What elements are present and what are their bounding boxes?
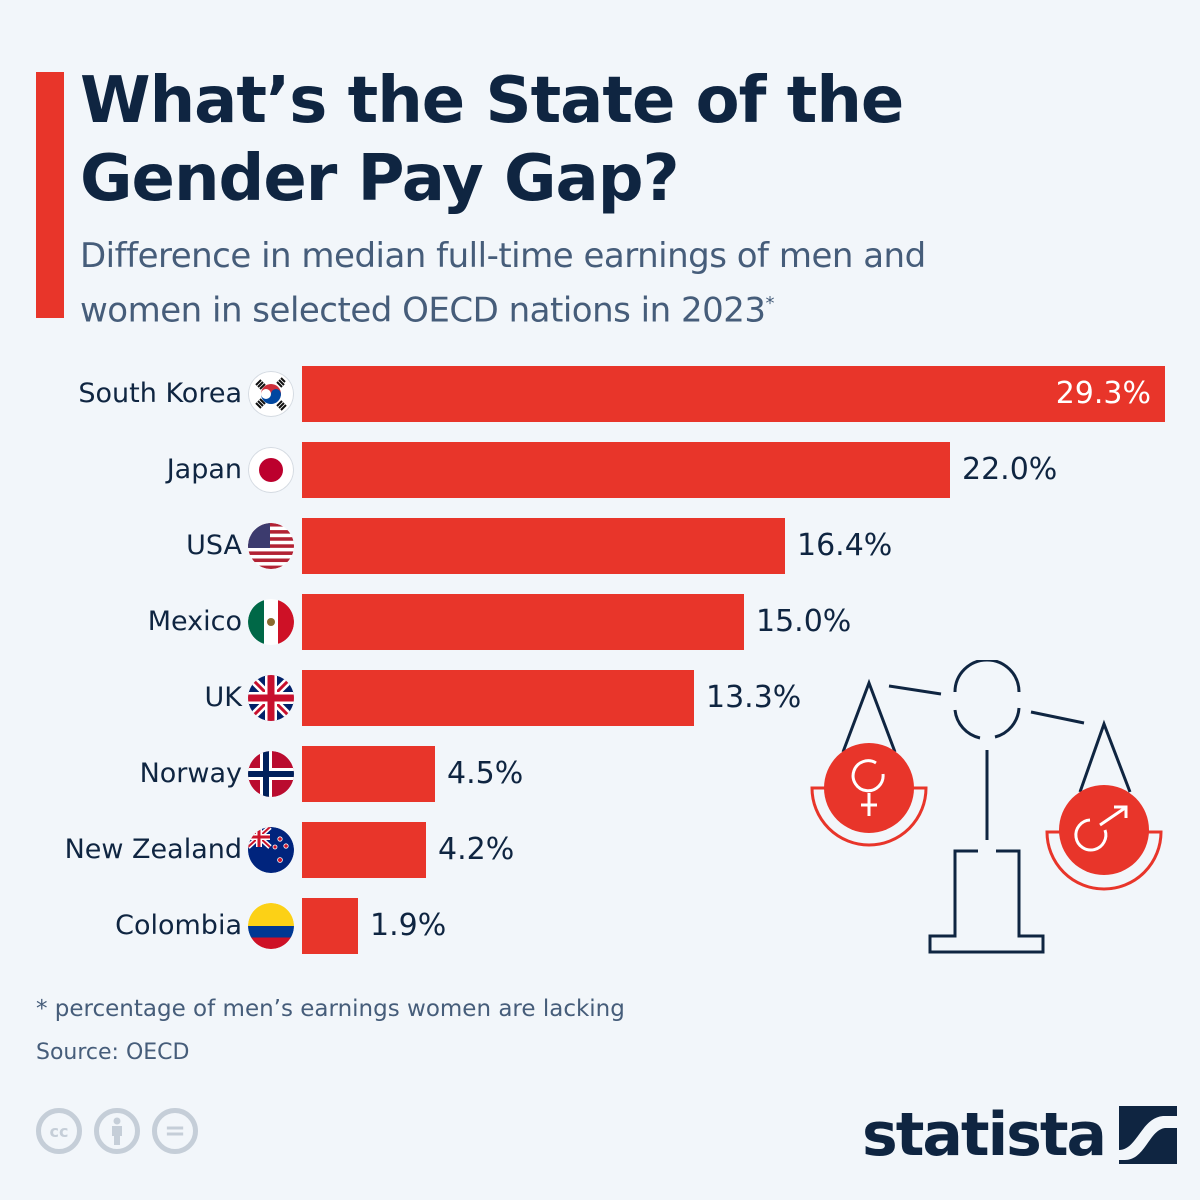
subtitle-text: Difference in median full-time earnings … <box>80 236 926 331</box>
female-pan <box>810 743 928 847</box>
data-label: 4.2% <box>438 832 515 867</box>
no-derivatives-icon[interactable]: = <box>152 1108 198 1154</box>
scale-arm-right <box>1030 710 1085 725</box>
data-label: 16.4% <box>797 528 893 563</box>
footnote: * percentage of men’s earnings women are… <box>36 996 625 1022</box>
page-title: What’s the State of the Gender Pay Gap? <box>80 64 904 216</box>
category-label: USA <box>186 530 242 561</box>
category-label: Norway <box>139 758 242 789</box>
accent-bar <box>36 72 64 318</box>
attribution-icon[interactable] <box>94 1108 140 1154</box>
data-label: 1.9% <box>370 908 447 943</box>
person-icon <box>112 1117 122 1145</box>
bar-chart: South Korea 29.3% Japan 22.0% USA 16.4% Mexico… <box>64 366 1165 954</box>
bar[interactable] <box>302 898 358 954</box>
bar[interactable] <box>302 746 435 802</box>
bar[interactable] <box>302 518 785 574</box>
category-label: South Korea <box>78 378 242 409</box>
japan-flag-icon <box>248 447 294 493</box>
brand-name: statista <box>862 1100 1107 1170</box>
female-symbol-icon <box>851 759 885 816</box>
data-label: 13.3% <box>706 680 802 715</box>
new-zealand-flag-icon <box>248 827 294 873</box>
category-label: New Zealand <box>64 834 242 865</box>
data-label: 15.0% <box>756 604 852 639</box>
male-symbol-icon <box>1074 805 1128 852</box>
uk-flag-icon <box>248 675 294 721</box>
subtitle-marker: * <box>765 293 774 314</box>
left-pan-strings <box>841 678 897 753</box>
license-icons[interactable]: cc = <box>36 1108 198 1154</box>
data-label: 29.3% <box>1055 376 1151 411</box>
statista-logo[interactable]: statista <box>862 1100 1178 1170</box>
male-pan <box>1045 785 1163 891</box>
data-label: 22.0% <box>962 452 1058 487</box>
mexico-flag-icon <box>248 599 294 645</box>
source-link[interactable]: Source: OECD <box>36 1040 190 1065</box>
category-label: Mexico <box>147 606 242 637</box>
scale-arm-left <box>888 684 942 696</box>
cc-icon[interactable]: cc <box>36 1108 82 1154</box>
category-label: Japan <box>166 454 242 485</box>
right-pan-strings <box>1078 719 1132 793</box>
bar[interactable] <box>302 822 426 878</box>
bar[interactable] <box>302 366 1165 422</box>
data-label: 4.5% <box>447 756 524 791</box>
category-label: UK <box>204 682 242 713</box>
statista-mark-icon <box>1119 1106 1178 1164</box>
bar[interactable] <box>302 594 744 650</box>
norway-flag-icon <box>248 751 294 797</box>
bar[interactable] <box>302 670 694 726</box>
usa-flag-icon <box>248 523 294 569</box>
bar[interactable] <box>302 442 950 498</box>
subtitle: Difference in median full-time earnings … <box>80 232 980 334</box>
scale-base <box>928 849 1045 954</box>
category-label: Colombia <box>115 910 242 941</box>
south-korea-flag-icon <box>248 371 294 417</box>
scales-of-justice-icon <box>810 660 1163 954</box>
scale-pivot <box>953 660 1021 740</box>
colombia-flag-icon <box>248 903 294 949</box>
